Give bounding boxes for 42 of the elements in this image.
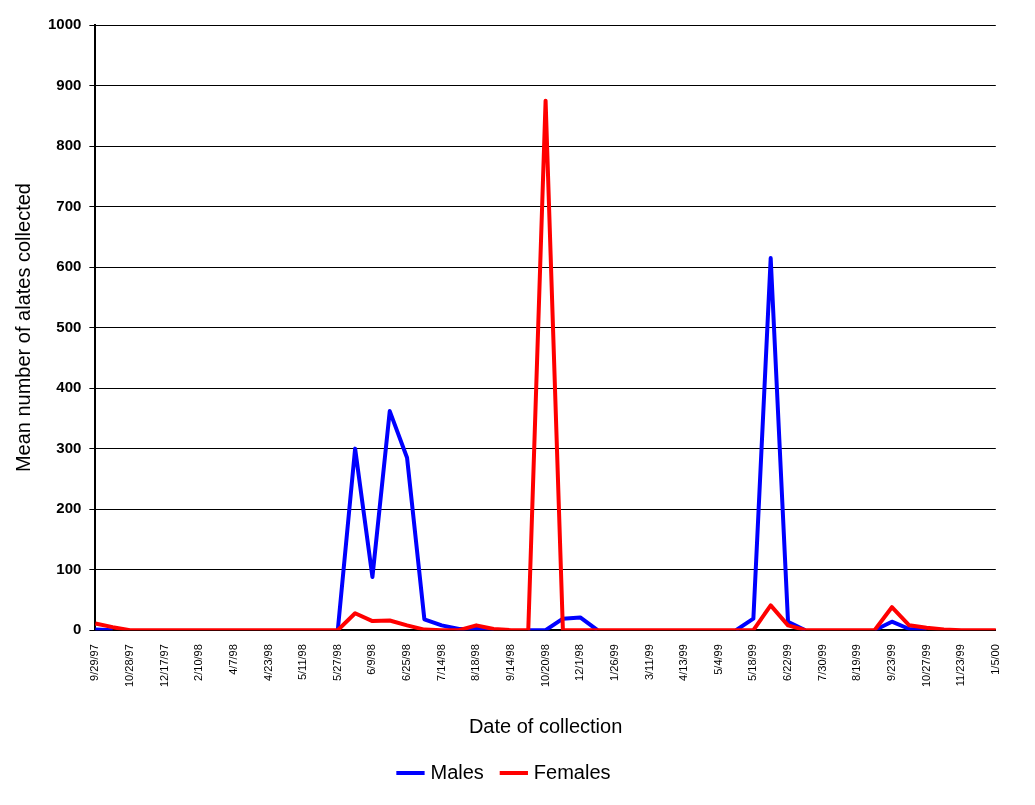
x-tick-label: 10/28/97 bbox=[123, 644, 136, 688]
y-tick-label: 200 bbox=[56, 499, 82, 517]
x-tick-label: 4/23/98 bbox=[261, 644, 274, 681]
x-tick-label: 3/11/99 bbox=[642, 644, 655, 681]
x-tick-label: 6/22/99 bbox=[781, 644, 794, 681]
x-tick-label: 7/14/98 bbox=[434, 644, 447, 681]
x-tick-label: 1/26/99 bbox=[607, 644, 620, 681]
x-tick-label: 7/30/99 bbox=[815, 644, 828, 681]
y-tick-label: 700 bbox=[56, 196, 82, 214]
y-tick-label: 100 bbox=[56, 559, 82, 577]
x-tick-label: 10/20/98 bbox=[538, 644, 551, 688]
x-tick-label: 9/14/98 bbox=[503, 644, 516, 681]
y-tick-label: 800 bbox=[56, 136, 82, 154]
x-tick-label: 5/27/98 bbox=[330, 644, 343, 681]
y-tick-label: 600 bbox=[56, 257, 82, 275]
x-tick-label: 4/7/98 bbox=[226, 644, 239, 675]
x-tick-label: 10/27/99 bbox=[919, 644, 932, 688]
y-tick-label: 1000 bbox=[47, 15, 82, 33]
x-tick-label: 4/13/99 bbox=[677, 644, 690, 681]
x-tick-label: 6/25/98 bbox=[400, 644, 413, 681]
y-tick-label: 0 bbox=[73, 620, 82, 638]
x-tick-label: 6/9/98 bbox=[365, 644, 378, 675]
x-tick-label: 12/17/97 bbox=[157, 644, 170, 688]
legend-label: Males bbox=[430, 760, 484, 783]
y-axis-title: Mean number of alates collected bbox=[11, 183, 34, 473]
y-tick-label: 300 bbox=[56, 438, 82, 456]
y-tick-label: 900 bbox=[56, 75, 82, 93]
x-tick-label: 5/18/99 bbox=[746, 644, 759, 681]
x-tick-label: 9/29/97 bbox=[88, 644, 101, 681]
x-axis-title: Date of collection bbox=[468, 714, 623, 737]
x-tick-label: 8/19/99 bbox=[850, 644, 863, 681]
legend-label: Females bbox=[533, 760, 611, 783]
x-tick-label: 12/1/98 bbox=[573, 644, 586, 681]
x-tick-label: 9/23/99 bbox=[884, 644, 897, 681]
x-tick-label: 1/5/00 bbox=[988, 644, 1001, 675]
x-tick-label: 5/4/99 bbox=[711, 644, 724, 675]
x-tick-label: 8/18/98 bbox=[469, 644, 482, 681]
y-tick-label: 400 bbox=[56, 378, 82, 396]
x-tick-label: 11/23/99 bbox=[954, 644, 967, 687]
x-tick-label: 2/10/98 bbox=[192, 644, 205, 681]
x-tick-label: 5/11/98 bbox=[296, 644, 309, 681]
y-tick-label: 500 bbox=[56, 317, 82, 335]
